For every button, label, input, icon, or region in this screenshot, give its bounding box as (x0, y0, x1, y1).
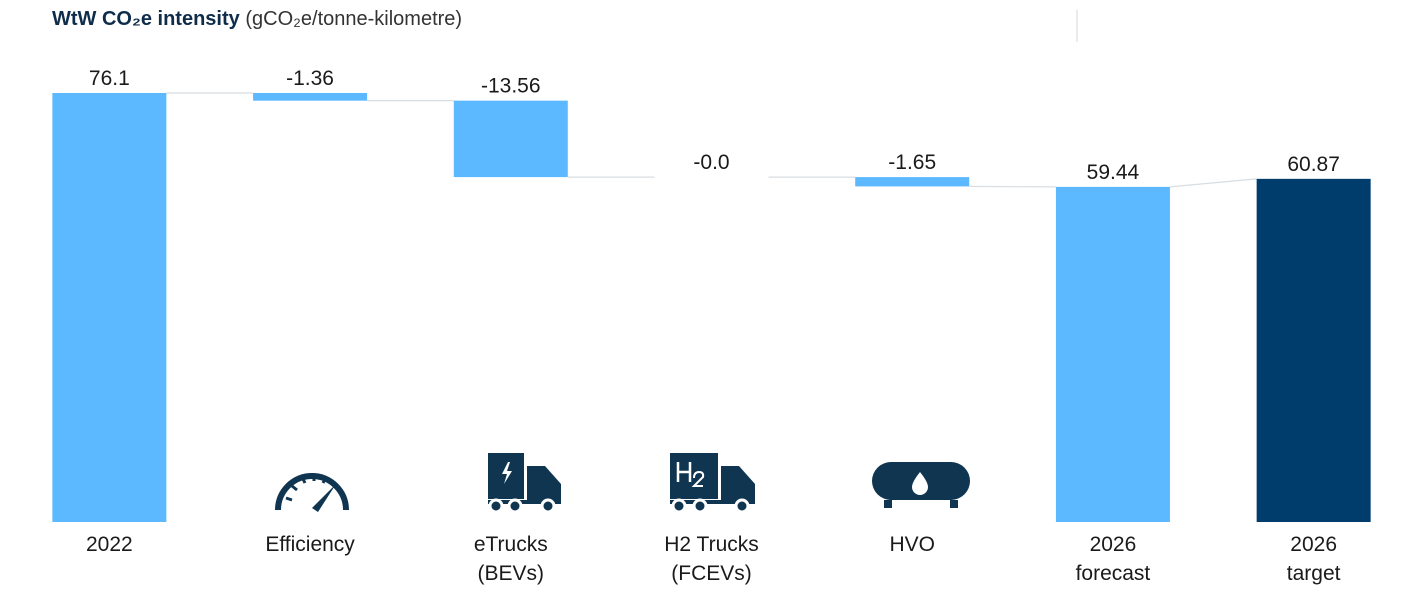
title-block: WtW CO₂e intensity (gCO₂e/tonne-kilometr… (52, 8, 462, 31)
bar (52, 92, 167, 522)
connector (1169, 178, 1257, 188)
bar (453, 100, 568, 178)
x-tick-label: 2022 (85, 533, 133, 556)
x-tick-label: H2 Trucks (FCEVs) (664, 533, 759, 585)
h2-truck-icon (670, 453, 755, 514)
x-tick-label: Efficiency (265, 533, 355, 556)
value-label: 59.44 (1087, 161, 1140, 184)
bar (1256, 178, 1371, 522)
efficiency-icon (275, 473, 349, 512)
chart-title: WtW CO₂e intensity (52, 8, 240, 30)
connector (969, 185, 1056, 188)
value-label: -0.0 (693, 151, 729, 174)
hvo-tank-icon (872, 462, 970, 508)
value-label: -1.36 (286, 67, 334, 90)
bar (1055, 186, 1170, 523)
bar (253, 92, 368, 101)
bar (855, 177, 970, 187)
value-label: -1.65 (888, 151, 936, 174)
icons (275, 453, 970, 514)
etruck-icon (488, 453, 561, 514)
value-label: 76.1 (89, 67, 130, 90)
x-tick-label: eTrucks (BEVs) (473, 533, 548, 585)
chart-subtitle: (gCO₂e/tonne-kilometre) (245, 8, 463, 30)
value-label: 60.87 (1287, 153, 1340, 176)
x-tick-label: 2026 target (1286, 533, 1341, 585)
x-tick-label: 2026 forecast (1075, 533, 1151, 585)
x-tick-label: HVO (889, 533, 935, 556)
value-label: -13.56 (481, 75, 541, 98)
